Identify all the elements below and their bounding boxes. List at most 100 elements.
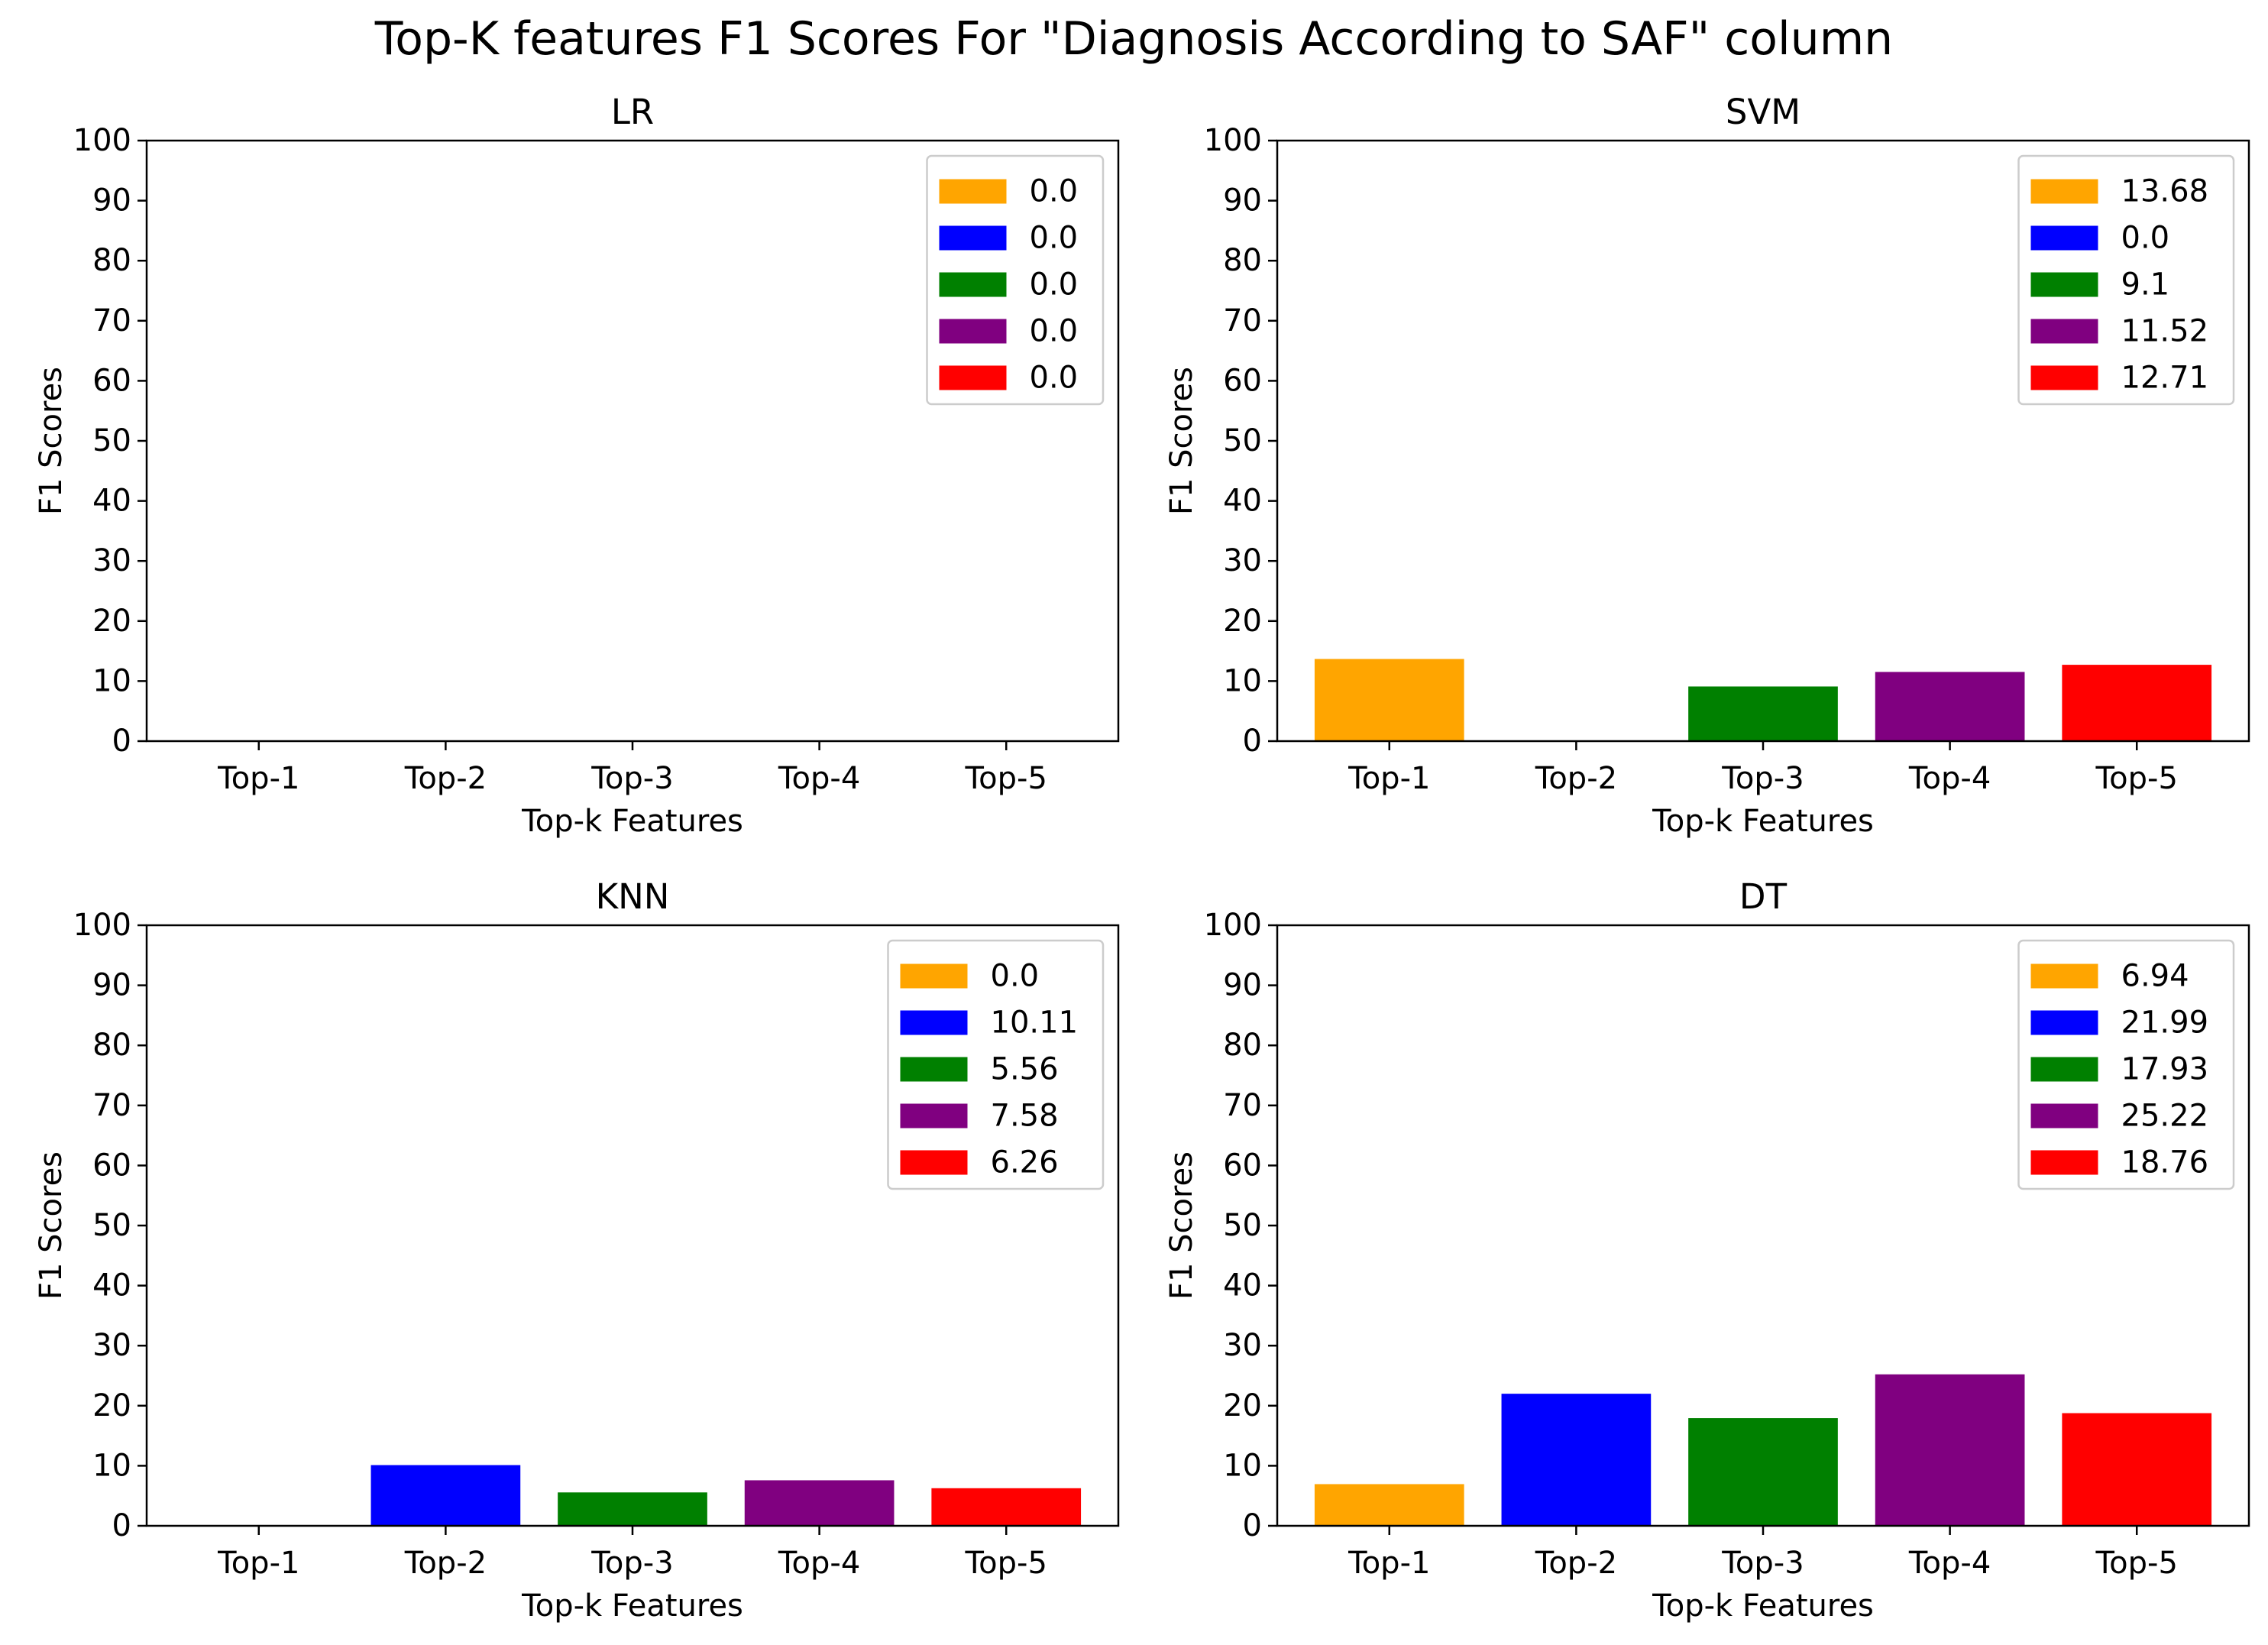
y-tick-label: 70: [92, 303, 131, 338]
legend-label: 25.22: [2121, 1099, 2209, 1134]
y-tick-label: 50: [92, 423, 131, 458]
y-tick-label: 0: [1243, 724, 1262, 759]
y-axis-label: F1 Scores: [1164, 1151, 1199, 1300]
legend-swatch: [2030, 963, 2098, 989]
legend-swatch: [900, 963, 968, 989]
legend-swatch: [939, 272, 1007, 297]
legend-label: 6.94: [2121, 959, 2189, 994]
y-tick-label: 70: [1223, 1088, 1262, 1123]
x-axis-label: Top-k Features: [521, 1588, 743, 1624]
bar: [1314, 659, 1464, 741]
y-tick-label: 50: [1223, 1208, 1262, 1243]
y-tick-label: 20: [1223, 1388, 1262, 1423]
x-tick-label: Top-3: [1721, 761, 1804, 796]
x-tick-label: Top-4: [1908, 1546, 1991, 1581]
subplot-knn: 0 10 20 30 40 50 60 70 80 90 100 Top-1 Top-2 Top-3 Top…: [34, 876, 1120, 1624]
bar: [558, 1492, 707, 1526]
y-tick-label: 50: [1223, 423, 1262, 458]
legend-label: 0.0: [1030, 221, 1079, 256]
subplot-title: SVM: [1726, 92, 1800, 132]
x-tick-label: Top-4: [1908, 761, 1991, 796]
legend-swatch: [2030, 1010, 2098, 1035]
legend-swatch: [2030, 272, 2098, 297]
y-tick-label: 100: [1204, 123, 1262, 158]
legend-label: 0.0: [1030, 267, 1079, 303]
x-axis-label: Top-k Features: [521, 804, 743, 839]
x-tick-label: Top-1: [217, 1546, 299, 1581]
x-axis-label: Top-k Features: [1652, 1588, 1874, 1624]
legend-swatch: [900, 1057, 968, 1082]
y-tick-label: 90: [1223, 968, 1262, 1003]
subplot-dt: 0 10 20 30 40 50 60 70 80 90 100 Top-1 Top-2 Top-3 Top…: [1164, 876, 2250, 1624]
y-tick-label: 80: [92, 243, 131, 278]
y-tick-label: 40: [92, 484, 131, 519]
y-axis-label: F1 Scores: [34, 367, 69, 515]
y-tick-label: 80: [92, 1028, 131, 1063]
legend-label: 0.0: [991, 959, 1040, 994]
legend-label: 7.58: [991, 1099, 1059, 1134]
y-tick-label: 0: [1243, 1508, 1262, 1543]
x-tick-label: Top-3: [1721, 1546, 1804, 1581]
bar: [1875, 1374, 2025, 1526]
y-tick-label: 20: [1223, 604, 1262, 639]
legend-swatch: [2030, 1103, 2098, 1129]
x-tick-label: Top-2: [1535, 1546, 1617, 1581]
y-tick-label: 60: [1223, 1148, 1262, 1183]
y-tick-label: 30: [92, 1328, 131, 1363]
y-tick-label: 10: [1223, 1448, 1262, 1483]
bar: [370, 1465, 521, 1526]
y-tick-label: 60: [92, 1148, 131, 1183]
y-tick-label: 0: [112, 1508, 131, 1543]
y-tick-label: 40: [1223, 484, 1262, 519]
x-tick-label: Top-2: [1535, 761, 1617, 796]
subplot-title: KNN: [596, 876, 670, 917]
bar: [2062, 1413, 2212, 1526]
y-tick-label: 70: [92, 1088, 131, 1123]
legend-label: 21.99: [2121, 1005, 2209, 1041]
x-tick-label: Top-5: [965, 761, 1047, 796]
legend-swatch: [900, 1150, 968, 1175]
y-tick-label: 40: [92, 1268, 131, 1303]
bar: [1688, 686, 1838, 741]
legend-swatch: [939, 179, 1007, 204]
y-tick-label: 60: [92, 363, 131, 398]
legend-label: 18.76: [2121, 1145, 2209, 1180]
legend-swatch: [2030, 319, 2098, 344]
bar: [744, 1480, 895, 1526]
subplot-title: DT: [1739, 876, 1788, 917]
y-tick-label: 90: [92, 968, 131, 1003]
y-tick-label: 80: [1223, 243, 1262, 278]
x-tick-label: Top-1: [1348, 1546, 1430, 1581]
legend: 13.68 0.0 9.1 11.52 12.71: [2017, 154, 2235, 406]
legend-label: 11.52: [2121, 314, 2209, 349]
legend-label: 6.26: [991, 1145, 1059, 1180]
legend-label: 5.56: [991, 1052, 1059, 1087]
bar: [1875, 672, 2025, 741]
x-tick-label: Top-1: [217, 761, 299, 796]
figure-title: Top-K features F1 Scores For "Diagnosis …: [374, 12, 1894, 66]
y-tick-label: 10: [1223, 663, 1262, 698]
legend-label: 12.71: [2121, 361, 2209, 396]
y-tick-label: 0: [112, 724, 131, 759]
y-tick-label: 50: [92, 1208, 131, 1243]
x-tick-label: Top-1: [1348, 761, 1430, 796]
bar: [1314, 1484, 1464, 1526]
legend-swatch: [939, 319, 1007, 344]
y-tick-label: 100: [73, 123, 131, 158]
x-tick-label: Top-4: [778, 761, 860, 796]
legend-swatch: [939, 365, 1007, 390]
x-axis-label: Top-k Features: [1652, 804, 1874, 839]
y-tick-label: 30: [1223, 543, 1262, 578]
legend-label: 0.0: [1030, 314, 1079, 349]
legend: 0.0 0.0 0.0 0.0 0.0: [926, 154, 1105, 406]
x-tick-label: Top-5: [965, 1546, 1047, 1581]
bar: [1501, 1394, 1652, 1526]
legend-swatch: [2030, 1057, 2098, 1082]
y-tick-label: 20: [92, 604, 131, 639]
subplot-svm: 0 10 20 30 40 50 60 70 80 90 100 Top-1 Top-2 Top-3 Top…: [1164, 92, 2250, 839]
y-tick-label: 20: [92, 1388, 131, 1423]
legend: 6.94 21.99 17.93 25.22 18.76: [2017, 939, 2235, 1190]
y-tick-label: 90: [1223, 183, 1262, 219]
x-tick-label: Top-4: [778, 1546, 860, 1581]
